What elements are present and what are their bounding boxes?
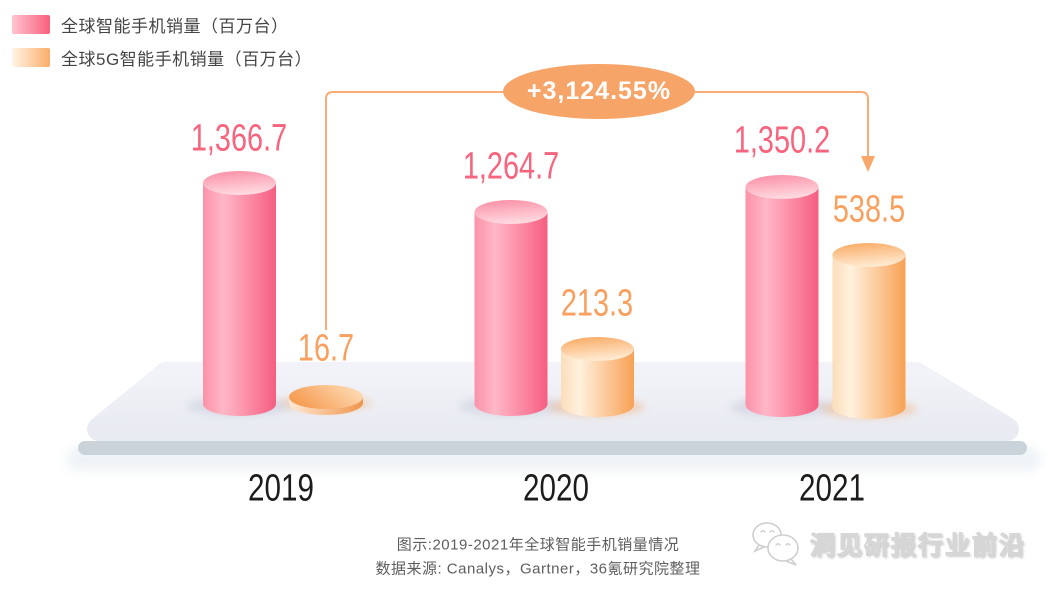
disc-top xyxy=(289,385,363,409)
eye xyxy=(760,530,766,533)
bar-2019-5g xyxy=(289,385,363,415)
chart-caption: 图示:2019-2021年全球智能手机销量情况 xyxy=(396,536,680,554)
chat-bubble-large xyxy=(767,534,799,562)
eye xyxy=(775,543,781,546)
cylinder-body xyxy=(832,255,906,419)
cylinder-body xyxy=(561,349,634,417)
eye xyxy=(785,543,791,546)
chat-bubble-small-tail xyxy=(752,544,767,553)
arrow-down-icon xyxy=(861,156,875,172)
bar-2021-main xyxy=(745,175,819,417)
data-source: 数据来源: Canalys，Gartner，36氪研究院整理 xyxy=(375,560,701,578)
value-label-2019-5g: 16.7 xyxy=(297,327,355,370)
cylinder-top xyxy=(561,337,634,361)
cylinder-top xyxy=(474,200,548,224)
legend-swatch-main xyxy=(12,14,50,34)
legend-label-5g: 全球5G智能手机销量（百万台） xyxy=(61,49,313,69)
eye xyxy=(769,530,775,533)
cylinder-body xyxy=(203,183,276,416)
bar-2019-main xyxy=(203,171,276,416)
legend-item-main: 全球智能手机销量（百万台） xyxy=(12,12,312,36)
value-label-2019-main: 1,366.7 xyxy=(190,117,288,160)
watermark-text: 洞见研报行业前沿 xyxy=(809,532,1027,561)
bar-2020-5g xyxy=(561,337,634,417)
cylinder-top xyxy=(203,171,276,195)
wechat-icon xyxy=(752,522,799,566)
axis-label-2019: 2019 xyxy=(248,467,314,510)
axis-label-2021: 2021 xyxy=(799,467,865,510)
value-label-2020-5g: 213.3 xyxy=(560,282,634,325)
legend-item-5g: 全球5G智能手机销量（百万台） xyxy=(12,45,312,69)
watermark: 洞见研报行业前沿 xyxy=(750,520,1026,568)
value-label-2020-main: 1,264.7 xyxy=(462,145,560,188)
value-label-2021-5g: 538.5 xyxy=(832,188,906,231)
bar-2021-5g xyxy=(832,243,906,419)
cylinder-top xyxy=(832,243,906,267)
bar-2020-main xyxy=(474,200,548,416)
growth-badge: +3,124.55% xyxy=(503,64,695,119)
legend-swatch-5g xyxy=(12,47,50,67)
legend-label-main: 全球智能手机销量（百万台） xyxy=(61,16,289,36)
legend: 全球智能手机销量（百万台） 全球5G智能手机销量（百万台） xyxy=(12,12,312,78)
cylinder-top xyxy=(745,175,819,199)
value-label-2021-main: 1,350.2 xyxy=(733,119,831,162)
cylinder-body xyxy=(474,212,548,416)
cylinder-body xyxy=(745,187,819,417)
chat-bubble-large-tail xyxy=(783,558,797,566)
axis-label-2020: 2020 xyxy=(523,467,589,510)
platform-front-edge xyxy=(78,441,1027,455)
